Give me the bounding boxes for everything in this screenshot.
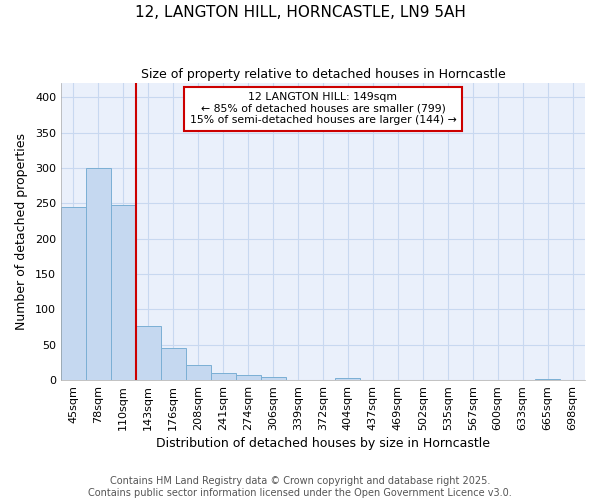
Bar [186,364,211,380]
Bar [136,326,161,380]
Bar [86,168,111,380]
Bar [161,348,186,380]
Bar [236,375,260,380]
Bar [111,204,136,380]
Text: 12, LANGTON HILL, HORNCASTLE, LN9 5AH: 12, LANGTON HILL, HORNCASTLE, LN9 5AH [134,5,466,20]
Y-axis label: Number of detached properties: Number of detached properties [15,133,28,330]
Bar [260,377,286,380]
Bar [211,373,236,380]
Bar [61,207,86,380]
Text: 12 LANGTON HILL: 149sqm
← 85% of detached houses are smaller (799)
15% of semi-d: 12 LANGTON HILL: 149sqm ← 85% of detache… [190,92,457,125]
Title: Size of property relative to detached houses in Horncastle: Size of property relative to detached ho… [140,68,505,80]
Text: Contains HM Land Registry data © Crown copyright and database right 2025.
Contai: Contains HM Land Registry data © Crown c… [88,476,512,498]
Bar [535,378,560,380]
X-axis label: Distribution of detached houses by size in Horncastle: Distribution of detached houses by size … [156,437,490,450]
Bar [335,378,361,380]
